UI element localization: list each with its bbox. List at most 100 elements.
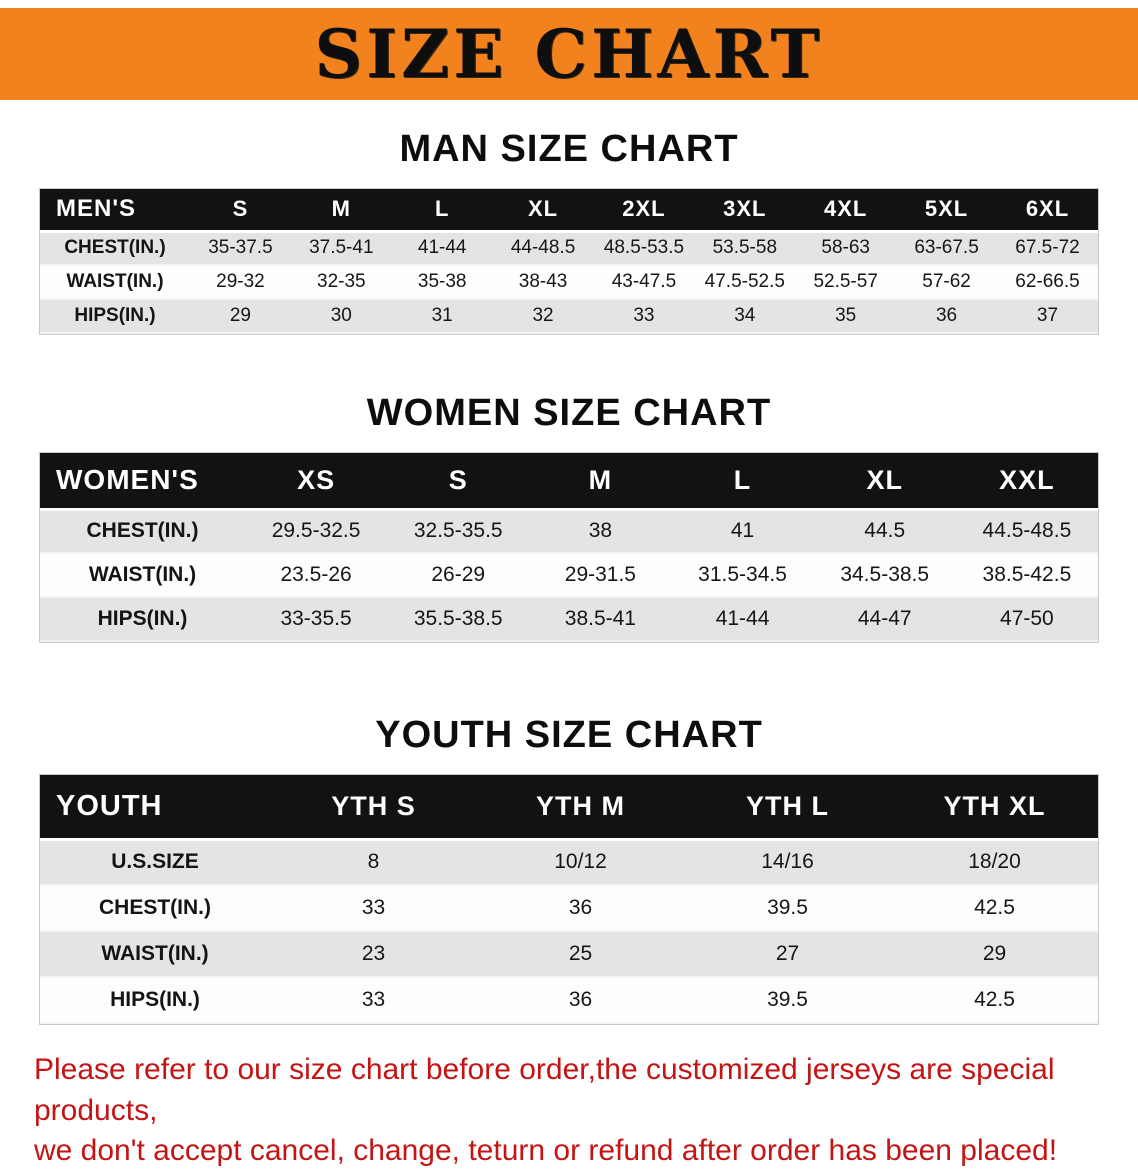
size-column-header: M bbox=[529, 453, 672, 511]
size-column-header: XL bbox=[813, 453, 956, 511]
size-value-cell: 41 bbox=[730, 519, 755, 543]
table-row: WAIST(IN.) 23 25 27 29 bbox=[40, 931, 1098, 977]
size-value-cell: 67.5-72 bbox=[1015, 237, 1080, 259]
table-row: HIPS(IN.) 33 36 39.5 42.5 bbox=[40, 977, 1098, 1023]
table-row: HIPS(IN.) 33-35.5 35.5-38.5 38.5-41 41-44 44-… bbox=[40, 597, 1098, 641]
table-row: HIPS(IN.) 29 30 31 32 33 34 35 36 37 bbox=[40, 299, 1098, 333]
size-value-cell: 32 bbox=[532, 305, 554, 326]
size-value-cell: 41-44 bbox=[715, 607, 770, 630]
youth-size-section: YOUTH SIZE CHART YOUTH YTH S YTH M YTH L YTH… bbox=[0, 714, 1138, 1024]
row-label: HIPS(IN.) bbox=[97, 607, 188, 630]
size-value-cell: 35.5-38.5 bbox=[413, 607, 503, 630]
row-label: WAIST(IN.) bbox=[101, 942, 209, 965]
banner: SIZE CHART bbox=[0, 8, 1138, 100]
men-size-section: MAN SIZE CHART MEN'S S M L XL 2XL 3XL 4XL 5XL 6XL… bbox=[0, 128, 1138, 334]
table-header-row: MEN'S S M L XL 2XL 3XL 4XL 5XL 6XL bbox=[40, 189, 1098, 233]
size-value-cell: 29-32 bbox=[216, 271, 265, 292]
size-value-cell: 29 bbox=[982, 942, 1007, 965]
size-column-header: XXL bbox=[955, 453, 1098, 511]
size-value-cell: 41-44 bbox=[417, 237, 467, 259]
size-column-header: YTH L bbox=[684, 775, 891, 841]
row-label: HIPS(IN.) bbox=[110, 988, 200, 1011]
size-value-cell: 43-47.5 bbox=[611, 271, 677, 292]
size-column-header: S bbox=[190, 189, 291, 233]
size-value-cell: 35-37.5 bbox=[208, 237, 273, 259]
women-size-section: WOMEN SIZE CHART WOMEN'S XS S M L XL XXL CHEST(… bbox=[0, 392, 1138, 642]
size-column-header: M bbox=[290, 189, 392, 233]
size-value-cell: 25 bbox=[568, 942, 593, 965]
row-label: HIPS(IN.) bbox=[74, 305, 156, 326]
size-value-cell: 58-63 bbox=[821, 237, 870, 259]
table-row: WAIST(IN.) 29-32 32-35 35-38 38-43 43-47.5 47.… bbox=[40, 265, 1098, 299]
row-label: CHEST(IN.) bbox=[64, 237, 166, 259]
size-value-cell: 29-31.5 bbox=[564, 563, 636, 586]
women-section-heading: WOMEN SIZE CHART bbox=[366, 392, 772, 434]
size-value-cell: 36 bbox=[568, 988, 593, 1011]
size-value-cell: 8 bbox=[367, 850, 380, 874]
size-value-cell: 38-43 bbox=[518, 271, 568, 292]
size-value-cell: 42.5 bbox=[974, 896, 1015, 919]
size-value-cell: 35 bbox=[835, 305, 857, 326]
banner-title: SIZE CHART bbox=[314, 15, 824, 93]
size-value-cell: 32.5-35.5 bbox=[413, 519, 503, 543]
size-value-cell: 47.5-52.5 bbox=[704, 271, 785, 292]
youth-size-table: YOUTH YTH S YTH M YTH L YTH XL U.S.SIZE 8 10/12… bbox=[40, 775, 1098, 1024]
row-label: WAIST(IN.) bbox=[66, 271, 164, 292]
size-value-cell: 34.5-38.5 bbox=[840, 563, 930, 586]
size-value-cell: 39.5 bbox=[767, 896, 808, 919]
size-value-cell: 44-48.5 bbox=[510, 237, 576, 259]
size-value-cell: 33 bbox=[633, 305, 655, 326]
size-value-cell: 38.5-42.5 bbox=[982, 563, 1072, 586]
row-label: CHEST(IN.) bbox=[99, 896, 211, 919]
size-column-header: L bbox=[391, 189, 493, 233]
size-value-cell: 42.5 bbox=[974, 988, 1015, 1011]
size-value-cell: 33 bbox=[361, 896, 386, 919]
size-column-header: 2XL bbox=[593, 189, 695, 233]
table-row: CHEST(IN.) 35-37.5 37.5-41 41-44 44-48.5 48.5… bbox=[40, 231, 1098, 265]
size-value-cell: 44.5 bbox=[864, 519, 906, 543]
size-value-cell: 10/12 bbox=[554, 850, 607, 874]
size-column-header: S bbox=[387, 453, 530, 511]
size-value-cell: 33-35.5 bbox=[280, 607, 352, 630]
size-value-cell: 32-35 bbox=[317, 271, 366, 292]
size-column-header: 6XL bbox=[997, 189, 1098, 233]
size-value-cell: 31.5-34.5 bbox=[698, 563, 787, 586]
size-column-header: 5XL bbox=[896, 189, 997, 233]
size-column-header: 4XL bbox=[795, 189, 897, 233]
size-column-header: YTH S bbox=[270, 775, 477, 841]
size-column-header: 3XL bbox=[694, 189, 796, 233]
table-header-row: YOUTH YTH S YTH M YTH L YTH XL bbox=[40, 775, 1098, 841]
footer-note: Please refer to our size chart before or… bbox=[34, 1050, 1104, 1172]
size-value-cell: 33 bbox=[361, 988, 386, 1011]
size-value-cell: 27 bbox=[775, 942, 800, 965]
size-value-cell: 29 bbox=[229, 305, 251, 326]
size-column-header: XL bbox=[492, 189, 594, 233]
men-section-heading: MAN SIZE CHART bbox=[399, 128, 739, 170]
size-value-cell: 23 bbox=[361, 942, 386, 965]
size-value-cell: 35-38 bbox=[417, 271, 467, 292]
footer-line: we don't accept cancel, change, teturn o… bbox=[34, 1134, 1058, 1167]
table-row: U.S.SIZE 8 10/12 14/16 18/20 bbox=[40, 839, 1098, 885]
size-value-cell: 36 bbox=[568, 896, 593, 919]
size-value-cell: 57-62 bbox=[922, 271, 971, 292]
size-value-cell: 30 bbox=[330, 305, 352, 326]
size-value-cell: 18/20 bbox=[968, 850, 1021, 874]
size-value-cell: 26-29 bbox=[431, 563, 486, 586]
table-row: CHEST(IN.) 29.5-32.5 32.5-35.5 38 41 44.5 44.5… bbox=[40, 509, 1098, 553]
size-value-cell: 38.5-41 bbox=[564, 607, 636, 630]
row-label: WAIST(IN.) bbox=[88, 563, 197, 586]
footer-line: Please refer to our size chart before or… bbox=[34, 1053, 1055, 1127]
size-value-cell: 39.5 bbox=[767, 988, 808, 1011]
size-value-cell: 29.5-32.5 bbox=[271, 519, 361, 543]
size-value-cell: 37.5-41 bbox=[309, 237, 374, 259]
size-value-cell: 47-50 bbox=[1000, 607, 1054, 630]
youth-section-heading: YOUTH SIZE CHART bbox=[375, 714, 763, 756]
size-value-cell: 52.5-57 bbox=[813, 271, 878, 292]
women-size-table: WOMEN'S XS S M L XL XXL CHEST(IN.) 29.5-32.5 32.5… bbox=[40, 453, 1098, 642]
size-value-cell: 53.5-58 bbox=[712, 237, 778, 259]
row-label: CHEST(IN.) bbox=[86, 519, 199, 543]
size-value-cell: 62-66.5 bbox=[1015, 271, 1080, 292]
table-header-row: WOMEN'S XS S M L XL XXL bbox=[40, 453, 1098, 511]
size-value-cell: 36 bbox=[935, 305, 958, 326]
row-label: U.S.SIZE bbox=[111, 850, 199, 874]
